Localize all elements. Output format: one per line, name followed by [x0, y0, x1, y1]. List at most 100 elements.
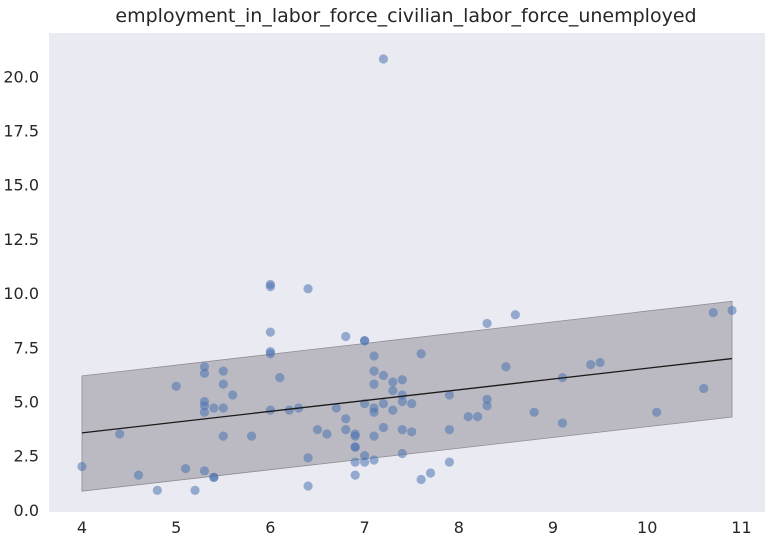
- data-point: [397, 396, 407, 407]
- data-point: [350, 431, 360, 441]
- data-point: [77, 461, 87, 472]
- data-point: [397, 448, 407, 459]
- data-point: [218, 379, 228, 389]
- data-point: [350, 470, 360, 480]
- y-tick-label: 12.5: [3, 230, 39, 249]
- data-point: [209, 403, 219, 413]
- data-point: [369, 431, 379, 441]
- data-point: [265, 281, 275, 292]
- data-point: [708, 307, 718, 318]
- data-point: [652, 407, 662, 417]
- data-point: [341, 425, 351, 435]
- x-tick-label: 9: [548, 518, 558, 537]
- data-point: [218, 431, 228, 441]
- data-point: [397, 390, 407, 400]
- data-point: [444, 390, 454, 400]
- data-point: [586, 360, 596, 370]
- data-point: [199, 368, 210, 378]
- data-point: [275, 373, 285, 383]
- data-point: [265, 405, 275, 415]
- y-tick-label: 15.0: [3, 176, 39, 195]
- y-tick-label: 2.5: [14, 447, 39, 466]
- data-point: [341, 331, 351, 342]
- data-point: [152, 485, 162, 495]
- data-point: [378, 422, 389, 433]
- data-point: [360, 457, 370, 467]
- x-tick-label: 5: [171, 518, 181, 537]
- data-point: [482, 394, 492, 404]
- data-point: [482, 318, 492, 329]
- data-point: [228, 390, 238, 400]
- data-point: [199, 362, 210, 372]
- data-point: [331, 403, 341, 413]
- y-tick-label: 17.5: [3, 122, 39, 141]
- data-point: [595, 357, 605, 368]
- data-point: [133, 470, 144, 480]
- data-point: [501, 362, 511, 372]
- data-point: [284, 405, 294, 415]
- data-point: [463, 412, 473, 422]
- data-point: [218, 403, 228, 413]
- data-point: [425, 468, 436, 478]
- data-point: [199, 401, 210, 411]
- data-point: [303, 284, 313, 294]
- data-point: [209, 472, 219, 482]
- y-tick-label: 5.0: [14, 392, 39, 411]
- data-point: [397, 375, 407, 385]
- data-point: [388, 405, 398, 415]
- regression-line: [81, 357, 733, 434]
- x-tick-label: 8: [454, 518, 464, 537]
- data-point: [369, 366, 379, 376]
- data-point: [482, 401, 492, 411]
- x-tick-label: 4: [77, 518, 87, 537]
- data-point: [557, 418, 568, 428]
- data-point: [265, 327, 275, 337]
- data-point: [473, 412, 483, 422]
- data-point: [341, 414, 351, 424]
- data-point: [444, 457, 454, 467]
- data-point: [444, 425, 454, 435]
- data-point: [171, 381, 181, 391]
- data-point: [181, 464, 191, 474]
- data-point: [350, 457, 360, 467]
- data-point: [199, 407, 210, 417]
- data-point: [369, 455, 379, 465]
- data-point: [388, 377, 398, 387]
- y-tick-label: 0.0: [14, 501, 39, 520]
- data-point: [265, 349, 275, 359]
- data-point: [190, 485, 200, 495]
- data-point: [115, 429, 125, 439]
- data-point: [369, 379, 379, 389]
- data-point: [360, 451, 370, 461]
- data-point: [378, 399, 389, 409]
- data-point: [397, 425, 407, 435]
- data-point: [246, 431, 257, 441]
- data-point: [369, 407, 379, 417]
- data-point: [360, 336, 370, 346]
- data-point: [407, 427, 417, 437]
- data-point: [416, 349, 426, 359]
- fit-line-layer: [81, 357, 733, 434]
- x-axis: 4 5 6 7 8 9 10 11: [77, 518, 752, 537]
- y-tick-label: 20.0: [3, 67, 39, 86]
- data-point: [388, 386, 398, 396]
- data-point: [350, 442, 360, 452]
- y-tick-label: 10.0: [3, 284, 39, 303]
- x-tick-label: 11: [731, 518, 751, 537]
- data-point: [303, 453, 313, 463]
- y-axis: 0.0 2.5 5.0 7.5 10.0 12.5 15.0 17.5 20.0: [3, 67, 39, 519]
- data-point: [199, 466, 210, 476]
- data-point: [407, 399, 417, 409]
- data-point: [416, 474, 426, 485]
- data-point: [369, 351, 379, 361]
- x-tick-label: 6: [265, 518, 275, 537]
- data-point: [322, 429, 332, 439]
- data-point: [218, 366, 228, 376]
- data-point: [378, 54, 389, 64]
- y-tick-label: 7.5: [14, 338, 39, 357]
- chart-title: employment_in_labor_force_civilian_labor…: [115, 5, 696, 27]
- x-tick-label: 7: [360, 518, 370, 537]
- data-point: [727, 305, 737, 316]
- data-point: [529, 407, 539, 417]
